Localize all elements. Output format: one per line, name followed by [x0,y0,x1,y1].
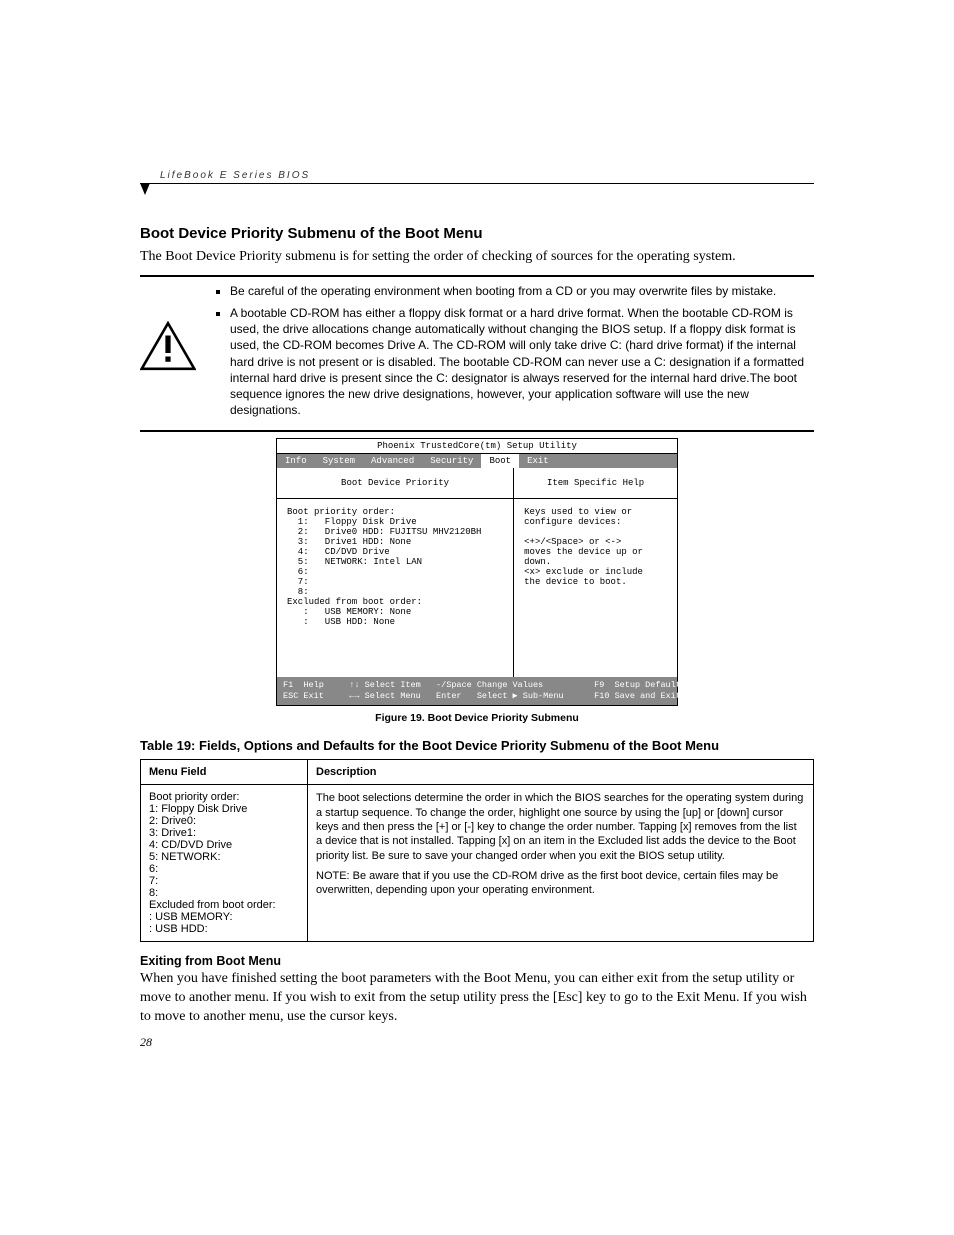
bios-title: Phoenix TrustedCore(tm) Setup Utility [277,439,677,454]
warning-item: A bootable CD-ROM has either a floppy di… [230,305,814,418]
warning-list: Be careful of the operating environment … [214,283,814,425]
figure-caption: Figure 19. Boot Device Priority Submenu [140,712,814,724]
bios-footer: F1 Help ↑↓ Select Item -/Space Change Va… [277,677,677,705]
table-desc-p1: The boot selections determine the order … [316,791,805,862]
bios-right-body: Keys used to view or configure devices: … [514,499,677,677]
divider-bottom [140,430,814,432]
exit-body: When you have finished setting the boot … [140,970,814,1027]
bios-screenshot: Phoenix TrustedCore(tm) Setup Utility In… [276,438,678,706]
fields-table: Menu Field Description Boot priority ord… [140,759,814,942]
bios-tab: Security [422,454,481,468]
table-description: The boot selections determine the order … [308,785,814,942]
header-label: LifeBook E Series BIOS [160,170,814,181]
table-desc-p2: NOTE: Be aware that if you use the CD-RO… [316,869,805,898]
warning-icon [140,321,200,376]
exit-title: Exiting from Boot Menu [140,954,814,968]
header-rule [140,183,814,184]
bios-left-header: Boot Device Priority [277,468,513,499]
section-title: Boot Device Priority Submenu of the Boot… [140,225,814,242]
bios-tabs: Info System Advanced Security Boot Exit [277,454,677,468]
divider-top [140,275,814,277]
warning-item: Be careful of the operating environment … [230,283,814,299]
table-title: Table 19: Fields, Options and Defaults f… [140,738,814,753]
page-number: 28 [140,1035,814,1050]
table-header: Menu Field [141,760,308,785]
table-header: Description [308,760,814,785]
bios-tab-active: Boot [481,454,519,468]
bios-tab: System [315,454,363,468]
section-intro: The Boot Device Priority submenu is for … [140,248,814,267]
bios-left-body: Boot priority order: 1: Floppy Disk Driv… [277,499,513,677]
bios-tab: Exit [519,454,557,468]
header-arrow-icon [140,183,150,195]
warning-block: Be careful of the operating environment … [140,283,814,425]
bios-tab: Info [277,454,315,468]
bios-right-header: Item Specific Help [514,468,677,499]
bios-tab: Advanced [363,454,422,468]
table-menu-field: Boot priority order: 1: Floppy Disk Driv… [141,785,308,942]
